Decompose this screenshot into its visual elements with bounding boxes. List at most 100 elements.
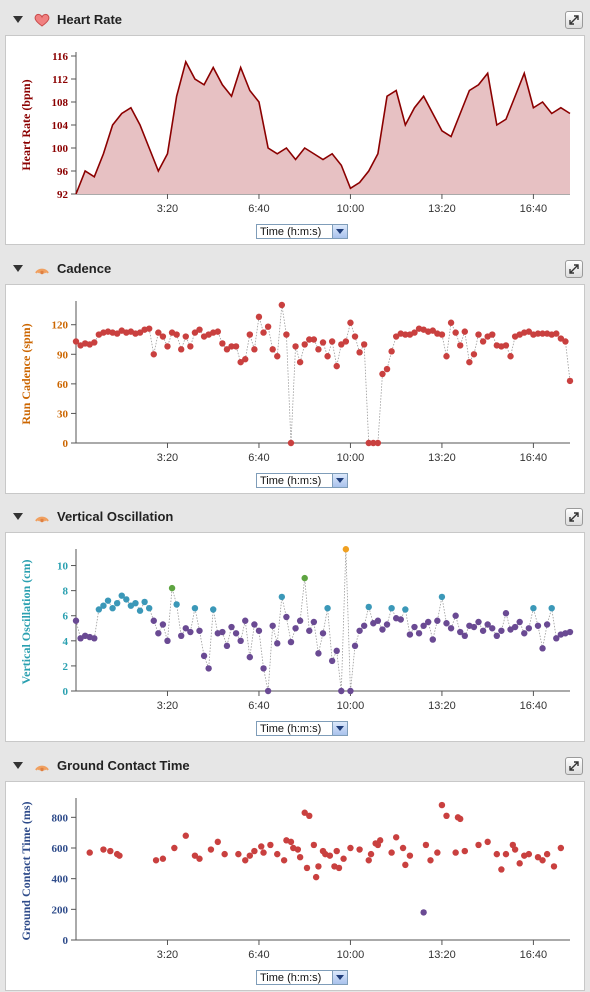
y-tick-label: 800 xyxy=(52,812,69,824)
data-point xyxy=(113,330,121,337)
data-point xyxy=(123,596,130,603)
data-point xyxy=(251,847,258,855)
data-point xyxy=(155,329,162,336)
data-point xyxy=(379,370,386,378)
chevron-down-icon xyxy=(332,474,347,487)
data-point xyxy=(402,606,409,613)
data-point xyxy=(479,338,487,345)
data-point xyxy=(420,622,427,629)
x-axis-select[interactable]: Time (h:m:s) xyxy=(256,224,348,239)
data-point xyxy=(333,362,340,370)
data-point xyxy=(452,329,459,336)
data-point xyxy=(328,657,336,665)
data-point xyxy=(376,837,384,844)
data-point xyxy=(461,847,468,855)
data-point xyxy=(86,849,93,856)
data-point xyxy=(296,617,304,624)
data-point xyxy=(214,328,221,335)
expand-button[interactable] xyxy=(565,260,583,278)
expand-button[interactable] xyxy=(565,508,583,526)
data-point xyxy=(310,841,318,849)
data-point xyxy=(402,331,409,338)
data-point xyxy=(107,847,114,855)
y-tick-label: 90 xyxy=(57,349,69,361)
data-point xyxy=(411,329,418,336)
panel-header: Ground Contact Time xyxy=(5,751,585,781)
data-point xyxy=(326,852,334,859)
data-point xyxy=(438,593,446,601)
data-point xyxy=(388,849,395,856)
data-point xyxy=(210,606,217,613)
collapse-caret-icon[interactable] xyxy=(13,265,23,272)
y-tick-label: 0 xyxy=(63,438,69,450)
ground-contact-time-chart: 0 200 400 600 800 3:20 6:40 10:00 13:20 16:40 Grou… xyxy=(19,798,570,961)
data-point xyxy=(72,617,80,624)
x-axis-select[interactable]: Time (h:m:s) xyxy=(256,970,348,985)
data-point xyxy=(438,801,446,809)
data-point xyxy=(399,844,407,852)
data-point xyxy=(242,617,249,624)
y-tick-label: 92 xyxy=(57,189,69,201)
data-point xyxy=(365,857,372,864)
data-point xyxy=(484,621,491,628)
x-axis-select[interactable]: Time (h:m:s) xyxy=(256,721,348,736)
y-tick-label: 400 xyxy=(52,874,69,886)
data-point xyxy=(223,346,231,353)
data-point xyxy=(415,630,423,637)
data-point xyxy=(182,625,189,632)
data-point xyxy=(422,841,430,849)
data-point xyxy=(219,628,226,636)
data-point xyxy=(498,627,505,634)
x-tick-label: 10:00 xyxy=(337,452,365,464)
expand-button[interactable] xyxy=(565,11,583,29)
data-point xyxy=(420,909,427,916)
collapse-caret-icon[interactable] xyxy=(13,762,23,769)
data-point xyxy=(191,329,199,336)
y-tick-label: 8 xyxy=(63,586,69,598)
data-point xyxy=(511,623,519,631)
data-point xyxy=(443,812,450,819)
data-point xyxy=(173,601,180,608)
data-point xyxy=(205,665,212,672)
data-point xyxy=(237,358,244,366)
data-point xyxy=(196,326,203,333)
data-point xyxy=(447,625,455,632)
data-point xyxy=(457,815,464,823)
chart-body: 0 30 60 90 120 3:20 6:40 10:00 13:20 16:40 Run Cad… xyxy=(5,284,585,494)
data-point xyxy=(178,346,185,353)
data-point xyxy=(367,850,375,858)
expand-icon xyxy=(569,264,579,274)
data-point xyxy=(274,353,281,360)
panel-header: Vertical Oscillation xyxy=(5,502,585,532)
collapse-caret-icon[interactable] xyxy=(13,16,23,23)
data-point xyxy=(168,584,176,592)
data-point xyxy=(196,627,203,634)
data-point xyxy=(388,605,395,612)
data-point xyxy=(388,348,395,355)
data-point xyxy=(141,598,148,606)
vertical-oscillation-panel: Vertical Oscillation 0 2 4 6 8 10 3:20 6:40 10:0… xyxy=(5,502,585,742)
data-point xyxy=(457,342,464,349)
panel-header: Heart Rate xyxy=(5,5,585,35)
chevron-down-icon xyxy=(332,722,347,735)
data-point xyxy=(525,850,533,858)
collapse-caret-icon[interactable] xyxy=(13,513,23,520)
data-point xyxy=(292,625,299,632)
data-point xyxy=(406,852,414,859)
y-tick-label: 200 xyxy=(52,904,69,916)
data-point xyxy=(347,319,354,326)
data-point xyxy=(292,343,299,350)
data-point xyxy=(521,630,528,637)
data-point xyxy=(315,863,322,870)
data-point xyxy=(264,323,272,330)
data-point xyxy=(269,622,276,629)
data-point xyxy=(242,857,249,864)
data-point xyxy=(374,439,382,447)
data-point xyxy=(200,652,208,660)
x-tick-label: 16:40 xyxy=(520,949,548,961)
data-point xyxy=(356,627,363,634)
data-point xyxy=(534,854,542,861)
expand-button[interactable] xyxy=(565,757,583,775)
x-axis-select[interactable]: Time (h:m:s) xyxy=(256,473,348,488)
x-tick-label: 16:40 xyxy=(520,700,548,712)
